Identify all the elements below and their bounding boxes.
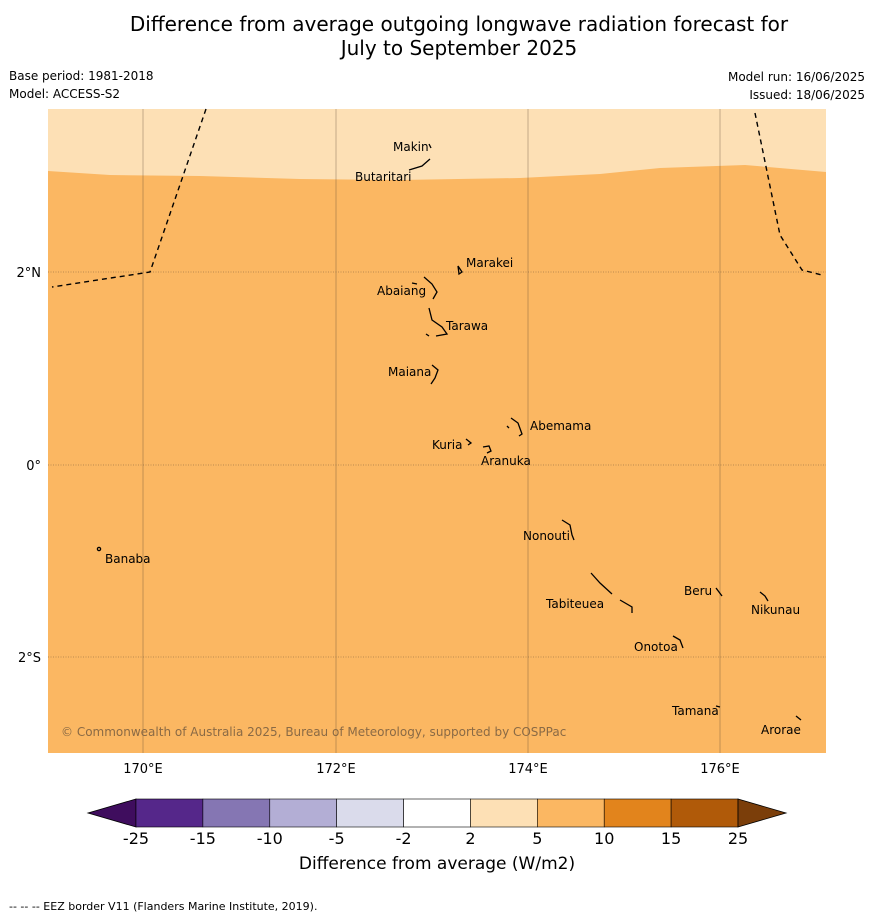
graticule	[142, 109, 721, 753]
colorbar-tick-label: 25	[727, 829, 749, 848]
map-title: Difference from average outgoing longwav…	[0, 12, 873, 60]
lon-tick-176: 176°E	[700, 762, 740, 777]
label-tarawa: Tarawa	[445, 319, 488, 333]
island-kuria	[465, 438, 473, 446]
map-background	[48, 109, 826, 753]
island-onotoa	[672, 635, 684, 649]
lat-tick-2s: 2°S	[18, 651, 41, 666]
island-abemama	[510, 417, 523, 437]
label-arorae: Arorae	[761, 723, 801, 737]
model-run: Model run: 16/06/2025	[727, 70, 865, 84]
island-arorae	[795, 715, 802, 721]
island-outlines	[96, 143, 802, 721]
lat-tick-0: 0°	[26, 459, 41, 474]
colorbar-extend-high	[737, 798, 788, 828]
label-tamana: Tamana	[671, 704, 719, 718]
colorbar-extend-low	[86, 798, 137, 828]
label-kuria: Kuria	[432, 438, 463, 452]
label-butaritari: Butaritari	[355, 170, 412, 184]
label-makin: Makin	[393, 140, 429, 154]
place-labels: Makin Butaritari Marakei Abaiang Tarawa …	[105, 140, 801, 737]
label-maiana: Maiana	[388, 365, 431, 379]
model-name: Model: ACCESS-S2	[9, 87, 121, 101]
colorbar-bin	[202, 798, 271, 828]
label-nikunau: Nikunau	[751, 603, 800, 617]
island-makin	[428, 143, 432, 149]
island-abaiang	[423, 276, 438, 300]
colorbar-bin	[537, 798, 605, 828]
colorbar-bin	[135, 798, 204, 828]
colorbar-tick-label: 10	[594, 829, 615, 848]
colorbar-bin	[670, 798, 739, 828]
colorbar	[86, 798, 788, 828]
label-beru: Beru	[684, 584, 712, 598]
label-aranuka: Aranuka	[481, 454, 531, 468]
label-tabiteuea: Tabiteuea	[545, 597, 604, 611]
base-period: Base period: 1981-2018	[9, 69, 154, 83]
colorbar-tick-label: 5	[532, 829, 543, 848]
island-marakei	[457, 265, 463, 276]
lon-tick-172: 172°E	[316, 762, 356, 777]
island-nikunau	[759, 591, 769, 602]
axis-labels: 170°E 172°E 174°E 176°E 2°N 0° 2°S	[17, 266, 740, 777]
label-onotoa: Onotoa	[634, 640, 678, 654]
colorbar-bin	[470, 798, 538, 828]
lat-tick-2n: 2°N	[17, 266, 42, 281]
island-butaritari	[408, 158, 431, 171]
colorbar-tick-label: -2	[395, 829, 412, 848]
issued-date: Issued: 18/06/2025	[749, 88, 865, 102]
island-tabiteuea	[590, 572, 613, 595]
latitude-lines	[48, 271, 826, 658]
island-nonouti	[561, 519, 575, 541]
label-abaiang: Abaiang	[377, 284, 426, 298]
island-maiana	[430, 364, 439, 385]
light-anomaly-band	[48, 109, 826, 180]
island-banaba	[96, 546, 102, 552]
eez-footnote: -- -- -- EEZ border V11 (Flanders Marine…	[9, 900, 318, 913]
colorbar-tick-label: 2	[465, 829, 476, 848]
colorbar-bin	[269, 798, 337, 828]
colorbar-tick-label: -15	[189, 829, 216, 848]
colorbar-tick-label: 15	[660, 829, 682, 848]
label-marakei: Marakei	[466, 256, 513, 270]
eez-border	[51, 108, 823, 288]
colorbar-title: Difference from average (W/m2)	[298, 854, 576, 874]
colorbar-tick-label: -25	[122, 829, 150, 848]
island-beru	[715, 587, 723, 597]
label-nonouti: Nonouti	[523, 529, 570, 543]
colorbar-bin	[603, 798, 672, 828]
title-line-1: Difference from average outgoing longwav…	[129, 12, 789, 36]
title-line-2: July to September 2025	[340, 36, 578, 60]
label-banaba: Banaba	[105, 552, 151, 566]
island-tarawa	[428, 307, 449, 337]
colorbar-bin	[403, 798, 471, 828]
copyright-notice: © Commonwealth of Australia 2025, Bureau…	[61, 725, 566, 739]
lon-tick-170: 170°E	[123, 762, 163, 777]
island-aranuka	[482, 445, 492, 454]
lon-tick-174: 174°E	[508, 762, 548, 777]
colorbar-tick-label: -10	[256, 829, 283, 848]
colorbar-bin	[336, 798, 404, 828]
label-abemama: Abemama	[530, 419, 591, 433]
island-tamana	[715, 705, 721, 708]
colorbar-tick-label: -5	[328, 829, 345, 848]
